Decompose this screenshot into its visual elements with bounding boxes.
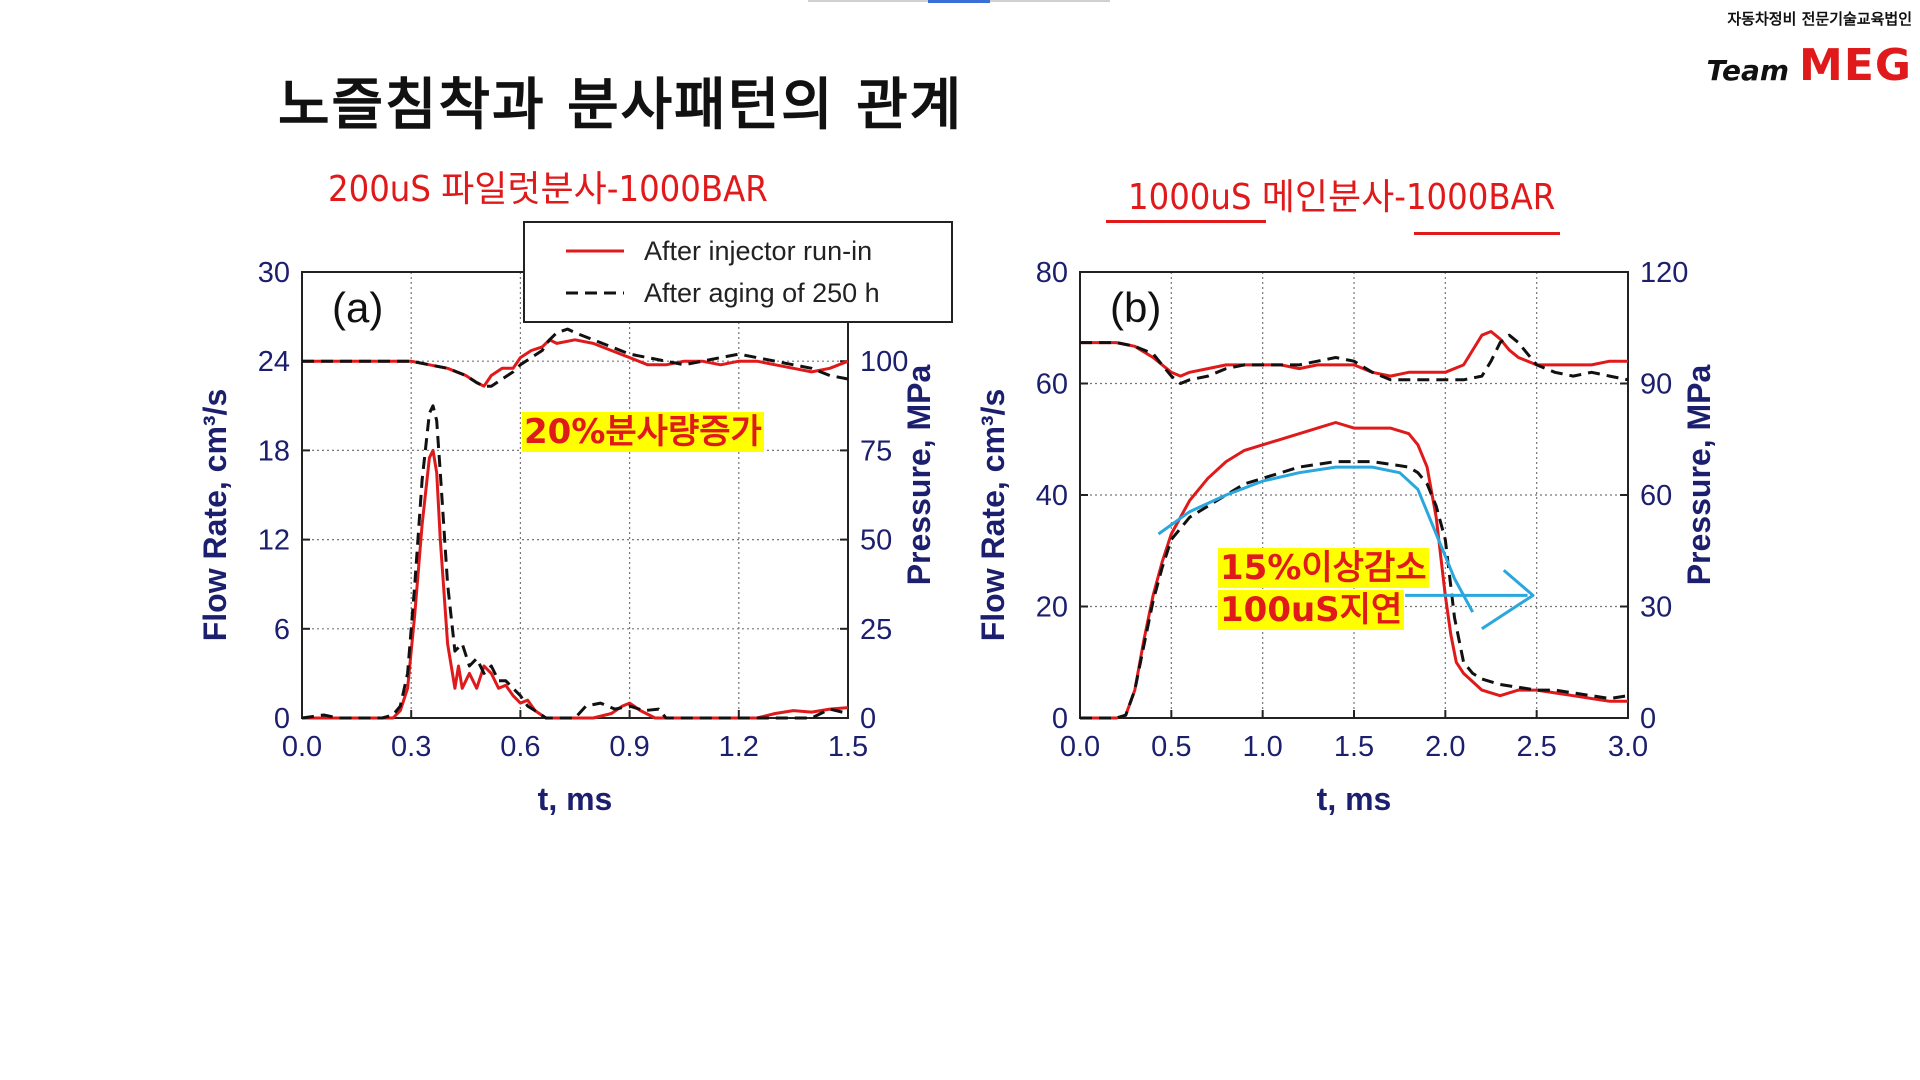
tick-label-y2: 90 xyxy=(1640,369,1672,401)
tick-label-y: 30 xyxy=(258,257,290,289)
tick-label-y2: 100 xyxy=(860,346,908,378)
annotation-b-line2: 100uS지연 xyxy=(1218,590,1405,630)
series-line-pressure-runin xyxy=(302,338,849,388)
subtitle-b-underline-right xyxy=(1414,232,1560,235)
subtitle-a: 200uS 파일럿분사-1000BAR xyxy=(328,169,768,210)
tick-label-y2: 120 xyxy=(1640,257,1688,289)
tick-label-x: 0.0 xyxy=(282,731,322,763)
tick-label-x: 1.5 xyxy=(828,731,868,763)
tick-label-y2: 0 xyxy=(1640,703,1656,735)
y2-axis-title: Pressure, MPa xyxy=(1681,365,1717,586)
tick-label-y: 24 xyxy=(258,346,290,378)
tick-label-x: 0.5 xyxy=(1151,731,1191,763)
top-progress-indicator xyxy=(928,0,990,3)
organization-name: 자동차정비 전문기술교육법인 xyxy=(1727,10,1912,28)
tick-label-x: 0.3 xyxy=(391,731,431,763)
trend-curve-annotation xyxy=(1157,465,1475,613)
tick-label-x: 0.9 xyxy=(609,731,649,763)
series-line-pressure-aging xyxy=(302,327,849,388)
tick-label-y: 80 xyxy=(1036,257,1068,289)
tick-label-x: 1.5 xyxy=(1334,731,1374,763)
logo-meg-text: MEG xyxy=(1799,40,1912,91)
delay-arrow-head xyxy=(1481,569,1535,631)
tick-label-x: 2.0 xyxy=(1425,731,1465,763)
series-line-flow-aging xyxy=(1080,460,1629,720)
tick-label-y: 12 xyxy=(258,525,290,557)
x-axis-title: t, ms xyxy=(538,781,613,817)
tick-label-y: 60 xyxy=(1036,369,1068,401)
tick-label-y: 18 xyxy=(258,435,290,467)
page-title: 노즐침착과 분사패턴의 관계 xyxy=(278,73,964,138)
panel-label-a: (a) xyxy=(332,284,383,331)
tick-label-y: 40 xyxy=(1036,480,1068,512)
tick-label-y2: 0 xyxy=(860,703,876,735)
tick-label-y2: 50 xyxy=(860,525,892,557)
tick-label-x: 1.2 xyxy=(719,731,759,763)
series-line-flow-runin xyxy=(302,448,849,720)
legend-label: After injector run-in xyxy=(644,236,872,266)
tick-label-y2: 75 xyxy=(860,435,892,467)
legend-box xyxy=(523,221,953,323)
series-line-flow-aging xyxy=(301,404,849,720)
panel-label-b: (b) xyxy=(1110,284,1161,331)
tick-label-y: 0 xyxy=(1052,703,1068,735)
team-meg-logo: Team MEG xyxy=(1706,40,1912,91)
x-axis-title: t, ms xyxy=(1317,781,1392,817)
tick-label-y: 6 xyxy=(274,614,290,646)
subtitle-b: 1000uS 메인분사-1000BAR xyxy=(1128,177,1556,218)
y2-axis-title: Pressure, MPa xyxy=(901,365,937,586)
subtitle-b-underline-left xyxy=(1106,220,1266,223)
series-line-pressure-runin xyxy=(1080,330,1628,378)
y-axis-title: Flow Rate, cm³/s xyxy=(975,389,1011,642)
tick-label-x: 0.6 xyxy=(500,731,540,763)
series-line-pressure-aging xyxy=(1080,333,1629,385)
tick-label-y2: 25 xyxy=(860,614,892,646)
tick-label-y2: 30 xyxy=(1640,592,1672,624)
annotation-b-line1: 15%이상감소 xyxy=(1218,548,1429,588)
tick-label-x: 3.0 xyxy=(1608,731,1648,763)
tick-label-y: 20 xyxy=(1036,592,1068,624)
y-axis-title: Flow Rate, cm³/s xyxy=(197,389,233,642)
annotation-a: 20%분사량증가 xyxy=(522,412,764,452)
tick-label-y2: 60 xyxy=(1640,480,1672,512)
legend-label: After aging of 250 h xyxy=(644,278,880,308)
tick-label-x: 1.0 xyxy=(1243,731,1283,763)
tick-label-x: 2.5 xyxy=(1517,731,1557,763)
logo-team-text: Team xyxy=(1706,54,1790,87)
tick-label-x: 0.0 xyxy=(1060,731,1100,763)
tick-label-y: 0 xyxy=(274,703,290,735)
